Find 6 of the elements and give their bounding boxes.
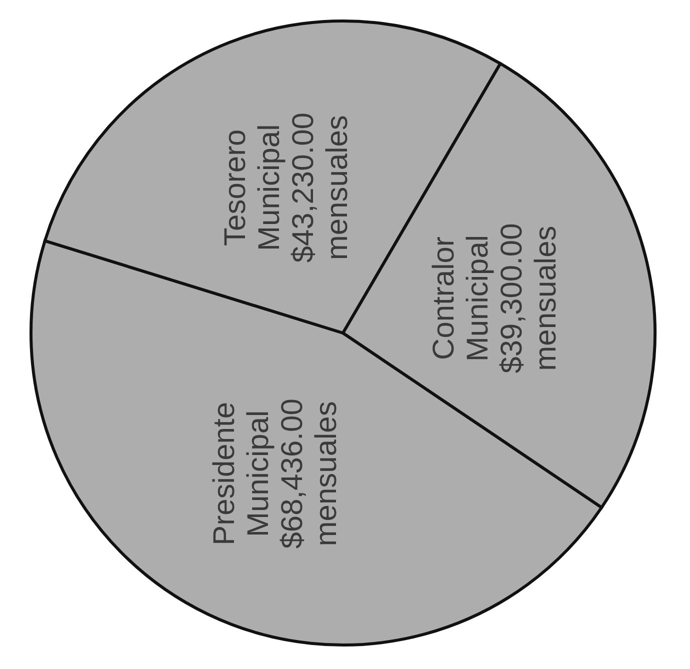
data-label: $68,436.00 mensuales (276, 398, 344, 549)
slice-label: Contralor Municipal (428, 234, 495, 362)
data-label: $43,230.00 mensuales (286, 112, 354, 263)
data-label: $39,300.00 mensuales (496, 223, 563, 374)
slice-label: Presidente Municipal (208, 402, 276, 546)
slice-label: Tesorero Municipal (218, 124, 286, 251)
